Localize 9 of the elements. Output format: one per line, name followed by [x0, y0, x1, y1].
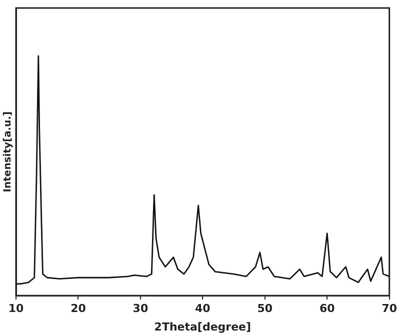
x-tick-label: 20: [70, 302, 86, 316]
x-tick-label: 10: [8, 302, 24, 316]
x-axis-title: 2Theta[degree]: [154, 320, 252, 334]
x-tick-label: 50: [257, 302, 273, 316]
x-tick-label: 30: [132, 302, 148, 316]
x-tick-label: 70: [382, 302, 398, 316]
x-tick-label: 60: [319, 302, 336, 316]
y-axis-title: Intensity[a.u.]: [2, 111, 14, 192]
x-tick-label: 40: [195, 302, 211, 316]
